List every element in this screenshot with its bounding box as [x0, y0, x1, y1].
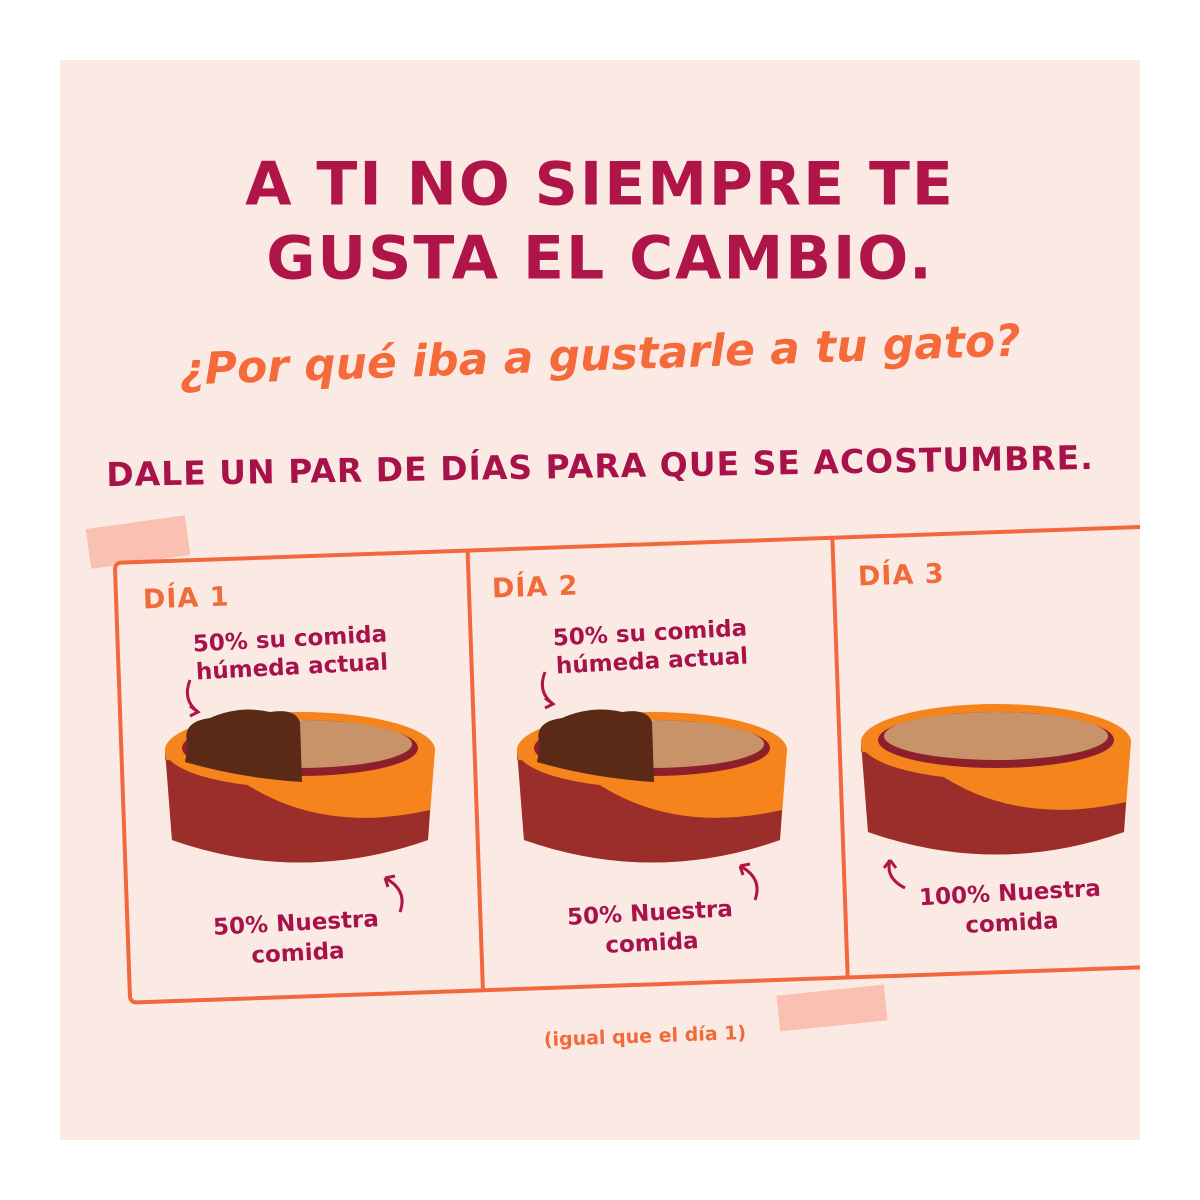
tape [85, 515, 191, 569]
arrow [540, 671, 556, 710]
panel-frame [113, 522, 1140, 1005]
arrow [738, 862, 759, 901]
bowl [165, 709, 435, 863]
title-line: GUSTA EL CAMBIO. [266, 224, 934, 294]
bowl [517, 709, 787, 863]
day-label: DÍA 3 [857, 557, 945, 592]
day-label: DÍA 2 [491, 569, 579, 604]
bottom-label: comida [605, 928, 700, 959]
bottom-label: comida [965, 908, 1060, 939]
bottom-label: comida [251, 938, 346, 969]
tape [776, 984, 888, 1032]
arrow [185, 679, 201, 718]
background [60, 60, 1140, 1140]
arrow [882, 859, 906, 890]
arrow [383, 874, 404, 913]
title-line: A TI NO SIEMPRE TE [245, 150, 955, 220]
bowl [861, 704, 1131, 855]
day-label: DÍA 1 [142, 580, 230, 615]
